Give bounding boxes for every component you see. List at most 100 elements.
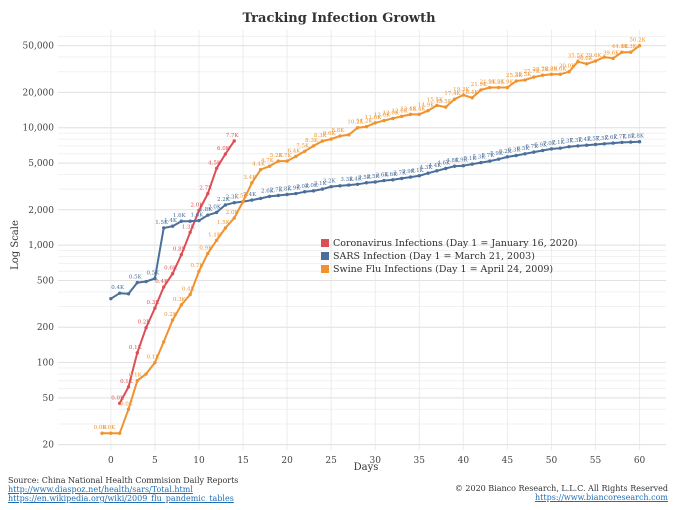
data-label: 3.1K <box>314 181 328 187</box>
data-label: 0.2K <box>164 312 178 318</box>
data-point <box>426 171 430 175</box>
data-point <box>479 160 483 165</box>
data-point <box>144 279 148 284</box>
data-label: 36.6K <box>577 56 594 62</box>
data-point <box>408 175 413 179</box>
legend-swatch <box>321 252 329 260</box>
data-point <box>452 97 457 101</box>
data-point <box>461 93 466 97</box>
data-label: 4.4K <box>428 163 442 169</box>
data-label: 1.5K <box>217 220 231 226</box>
data-label: 5.7K <box>279 153 293 159</box>
y-tick-label: 5,000 <box>28 159 54 169</box>
data-label: 7.6K <box>605 135 619 141</box>
data-point <box>532 75 536 79</box>
data-label: 3.4K <box>349 176 363 182</box>
data-point <box>223 152 228 156</box>
data-label: 10.2K <box>347 120 364 126</box>
data-point <box>126 385 131 389</box>
y-tick-label: 1,000 <box>28 241 54 251</box>
data-label: 28.7K <box>532 67 549 73</box>
data-label: 21.9K <box>471 82 488 88</box>
x-tick-label: 20 <box>281 456 293 466</box>
data-label: 3.5K <box>367 174 381 180</box>
data-label: 0.0K <box>120 401 134 407</box>
data-point <box>170 272 175 276</box>
data-label: 7.3K <box>561 139 575 145</box>
chart-title: Tracking Infection Growth <box>242 11 436 26</box>
legend-swatch <box>321 265 329 273</box>
data-point <box>399 176 404 181</box>
data-point <box>117 291 122 295</box>
data-point <box>153 360 157 365</box>
data-point <box>637 43 642 48</box>
data-label: 21.9K <box>480 80 497 86</box>
data-point <box>188 230 192 234</box>
data-point <box>170 224 175 228</box>
data-point <box>179 219 184 223</box>
data-point <box>391 178 395 182</box>
plot-background <box>58 30 666 450</box>
data-label: 44.3K <box>621 44 638 50</box>
data-point <box>505 85 510 90</box>
data-point <box>162 285 166 289</box>
data-label: 0.2K <box>138 320 152 326</box>
data-point <box>576 60 580 64</box>
data-point <box>188 292 192 297</box>
data-point <box>620 140 624 145</box>
data-label: 27.7K <box>524 69 541 75</box>
x-tick-label: 60 <box>634 456 646 466</box>
data-point <box>250 198 254 202</box>
data-label: 5.3K <box>473 155 487 161</box>
data-point <box>109 296 113 301</box>
data-point <box>285 159 289 163</box>
data-label: 1.5K <box>155 220 169 226</box>
data-point <box>364 181 369 185</box>
data-point <box>593 142 598 147</box>
x-tick-label: 5 <box>152 456 158 466</box>
data-label: 0.1K <box>129 345 143 351</box>
data-label: 5.7K <box>481 153 495 159</box>
data-label: 3.5K <box>358 175 372 181</box>
copyright-text: © 2020 Bianco Research, L.L.C. All Right… <box>454 484 668 493</box>
data-point <box>364 125 369 129</box>
data-label: 3.6K <box>376 173 390 179</box>
grid <box>58 30 666 450</box>
data-point <box>558 146 562 150</box>
data-label: 6.4K <box>287 148 301 154</box>
data-label: 3.7K <box>393 170 407 176</box>
legend: Coronavirus Infections (Day 1 = January … <box>321 238 578 275</box>
data-label: 19.3K <box>453 87 470 93</box>
data-label: 1.3K <box>182 224 196 230</box>
data-label: 13.4K <box>400 106 417 112</box>
website-link[interactable]: https://www.biancoresearch.com <box>535 493 668 502</box>
data-point <box>117 431 122 435</box>
y-tick-label: 200 <box>37 323 54 333</box>
data-label: 0.1K <box>129 373 143 379</box>
data-label: 4.6K <box>437 160 451 166</box>
data-label: 25.3K <box>506 73 523 79</box>
data-point <box>558 72 562 77</box>
data-point <box>303 149 307 154</box>
x-tick-label: 50 <box>546 456 558 466</box>
source-link-sars[interactable]: http://www.diaspoz.net/health/sars/Total… <box>8 485 193 494</box>
data-label: 2.9K <box>287 186 301 192</box>
source-link-wikipedia[interactable]: https://en.wikipedia.org/wiki/2009_flu_p… <box>8 494 234 503</box>
data-point <box>153 306 157 310</box>
data-label: 2.2K <box>217 197 231 203</box>
data-point <box>373 180 377 184</box>
data-label: 2.7K <box>199 186 213 192</box>
data-label: 4.5K <box>208 160 222 166</box>
data-point <box>197 208 201 213</box>
data-label: 7.3K <box>569 138 583 144</box>
data-point <box>435 169 439 173</box>
data-label: 7.5K <box>296 143 310 149</box>
data-label: 2.3K <box>226 195 240 201</box>
data-point <box>320 139 325 143</box>
data-point <box>206 251 210 256</box>
data-point <box>602 142 607 146</box>
data-label: 0.4K <box>111 285 125 291</box>
data-label: 6.7K <box>525 144 539 150</box>
data-label: 3.9K <box>402 169 416 175</box>
data-point <box>426 108 430 113</box>
